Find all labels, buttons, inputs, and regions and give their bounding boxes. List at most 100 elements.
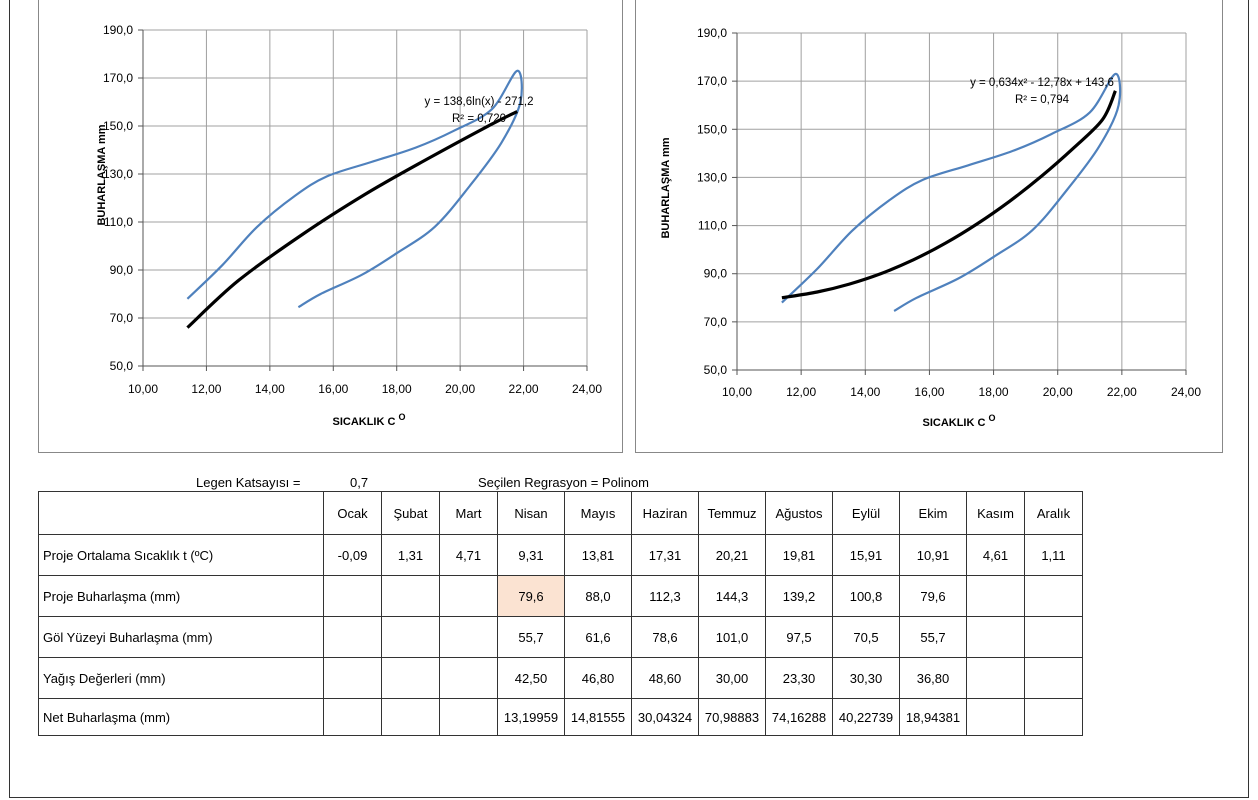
- table-cell: 13,81: [564, 534, 632, 576]
- table-cell: 101,0: [698, 616, 766, 658]
- y-tick-label: 150,0: [103, 119, 133, 133]
- table-cell: 79,6: [497, 575, 565, 617]
- x-tick-label: 24,00: [572, 382, 602, 396]
- monthly-data-table: Ocak Şubat Mart Nisan Mayıs Haziran Temmuz Ağus…: [38, 491, 1083, 736]
- table-cell: 74,16288: [765, 698, 833, 736]
- trend-equation: y = 138,6ln(x) - 271,2: [425, 96, 534, 108]
- row-label: Göl Yüzeyi Buharlaşma (mm): [38, 616, 324, 658]
- table-cell: [1024, 657, 1083, 699]
- table-cell: 4,71: [439, 534, 498, 576]
- table-corner-cell: [38, 491, 324, 535]
- table-cell: 15,91: [832, 534, 900, 576]
- month-header: Mayıs: [564, 491, 632, 535]
- y-tick-label: 190,0: [697, 26, 727, 40]
- x-tick-label: 18,00: [382, 382, 412, 396]
- table-row: Göl Yüzeyi Buharlaşma (mm) 55,7 61,6 78,6 10…: [38, 616, 1083, 658]
- table-cell: 79,6: [899, 575, 967, 617]
- y-axis-title: BUHARLAŞMA mm: [96, 124, 108, 225]
- table-cell: 139,2: [765, 575, 833, 617]
- month-header: Ocak: [323, 491, 382, 535]
- trend-line: [781, 90, 1117, 300]
- month-header: Temmuz: [698, 491, 766, 535]
- table-row: Yağış Değerleri (mm) 42,50 46,80 48,60 30,00…: [38, 657, 1083, 699]
- x-tick-label: 14,00: [850, 385, 880, 399]
- y-tick-label: 130,0: [697, 170, 727, 184]
- x-axis-title-superscript: O: [398, 412, 405, 422]
- table-cell: [439, 616, 498, 658]
- table-cell: 30,04324: [631, 698, 699, 736]
- y-tick-label: 50,0: [704, 363, 728, 377]
- table-cell: [966, 575, 1025, 617]
- row-label: Yağış Değerleri (mm): [38, 657, 324, 699]
- table-cell: 1,11: [1024, 534, 1083, 576]
- x-tick-label: 18,00: [979, 385, 1009, 399]
- row-label: Proje Buharlaşma (mm): [38, 575, 324, 617]
- y-axis-title: BUHARLAŞMA mm: [660, 137, 672, 238]
- x-tick-label: 16,00: [914, 385, 944, 399]
- x-tick-label: 24,00: [1171, 385, 1201, 399]
- y-tick-label: 110,0: [104, 215, 133, 229]
- table-cell: 112,3: [631, 575, 699, 617]
- observed-loop-line: [186, 69, 523, 309]
- legen-label: Legen Katsayısı =: [196, 475, 301, 490]
- table-cell: [381, 657, 440, 699]
- table-cell: 20,21: [698, 534, 766, 576]
- r-squared-label: R² = 0,720: [452, 113, 506, 125]
- table-row: Proje Ortalama Sıcaklık t (ºC) -0,09 1,31 4…: [38, 534, 1083, 576]
- table-cell: 13,19959: [497, 698, 565, 736]
- y-tick-label: 70,0: [110, 311, 134, 325]
- month-header: Mart: [439, 491, 498, 535]
- x-tick-label: 16,00: [318, 382, 348, 396]
- month-header: Kasım: [966, 491, 1025, 535]
- table-cell: 40,22739: [832, 698, 900, 736]
- chart-poly-svg: 10,00 12,00 14,00 16,00 18,00 20,00 22,00 24,00…: [660, 26, 1201, 429]
- x-tick-label: 12,00: [191, 382, 221, 396]
- table-cell: 78,6: [631, 616, 699, 658]
- table-cell: 4,61: [966, 534, 1025, 576]
- table-cell: [966, 616, 1025, 658]
- table-cell: 36,80: [899, 657, 967, 699]
- table-row: Net Buharlaşma (mm) 13,19959 14,81555 30,04…: [38, 698, 1083, 736]
- table-cell: [439, 698, 498, 736]
- chart-log-regression: 10,00 12,00 14,00 16,00 18,00 20,00 22,00 24,00…: [38, 0, 623, 453]
- trend-line: [186, 110, 518, 329]
- table-cell: 18,94381: [899, 698, 967, 736]
- month-header: Nisan: [497, 491, 565, 535]
- table-cell: 144,3: [698, 575, 766, 617]
- table-cell: [966, 657, 1025, 699]
- x-tick-label: 22,00: [509, 382, 539, 396]
- table-cell: 97,5: [765, 616, 833, 658]
- x-tick-label: 10,00: [128, 382, 158, 396]
- observed-loop-line: [781, 72, 1122, 312]
- table-cell: 1,31: [381, 534, 440, 576]
- table-cell: 70,5: [832, 616, 900, 658]
- table-cell: [381, 575, 440, 617]
- row-label: Proje Ortalama Sıcaklık t (ºC): [38, 534, 324, 576]
- trend-equation: y = 0,634x² - 12,78x + 143,6: [970, 77, 1114, 89]
- table-cell: [439, 657, 498, 699]
- x-axis-title: SICAKLIK C O: [332, 412, 405, 428]
- table-cell: [1024, 575, 1083, 617]
- y-tick-label: 150,0: [697, 122, 727, 136]
- month-header: Ekim: [899, 491, 967, 535]
- x-tick-label: 20,00: [445, 382, 475, 396]
- table-cell: 10,91: [899, 534, 967, 576]
- table-cell: 100,8: [832, 575, 900, 617]
- row-label: Net Buharlaşma (mm): [38, 698, 324, 736]
- month-header: Ağustos: [765, 491, 833, 535]
- table-cell: 9,31: [497, 534, 565, 576]
- x-axis-title: SICAKLIK C O: [922, 413, 995, 429]
- month-header: Aralık: [1024, 491, 1083, 535]
- y-tick-label: 90,0: [110, 263, 134, 277]
- y-tick-label: 110,0: [698, 219, 727, 233]
- table-cell: 19,81: [765, 534, 833, 576]
- table-cell: -0,09: [323, 534, 382, 576]
- y-tick-label: 130,0: [103, 167, 133, 181]
- table-cell: 46,80: [564, 657, 632, 699]
- y-tick-label: 50,0: [110, 359, 134, 373]
- regression-label: Seçilen Regrasyon = Polinom: [478, 475, 649, 490]
- table-cell: [1024, 616, 1083, 658]
- table-cell: [323, 616, 382, 658]
- table-cell: 14,81555: [564, 698, 632, 736]
- table-cell: [381, 616, 440, 658]
